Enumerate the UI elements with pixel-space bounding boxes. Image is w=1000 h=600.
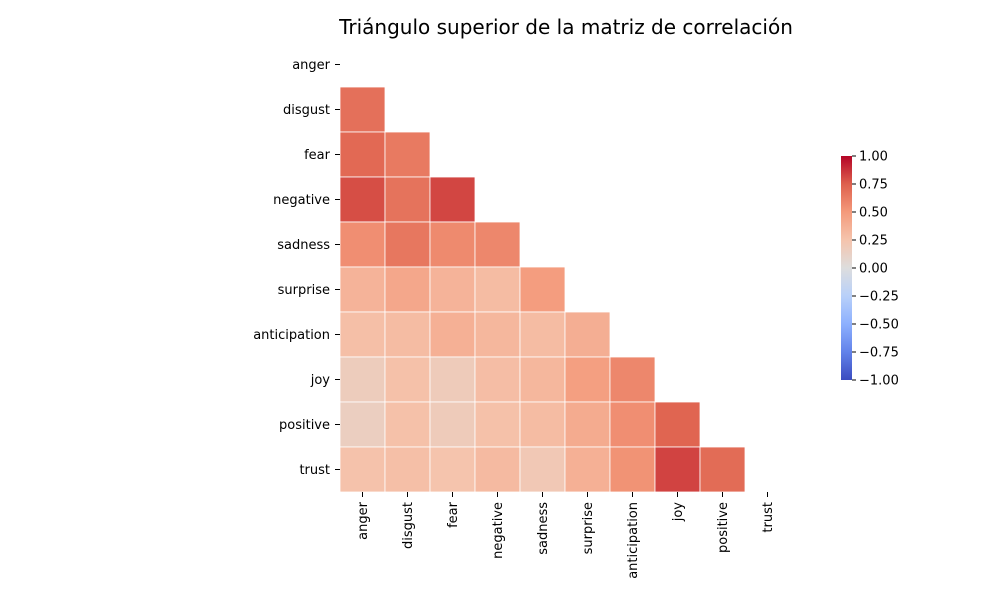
heatmap-cell-positive-sadness xyxy=(519,401,566,448)
colorbar-tick-label: −0.50 xyxy=(859,318,899,333)
heatmap-cell-negative-disgust xyxy=(384,176,431,223)
colorbar-tick-label: 0.25 xyxy=(859,234,888,249)
heatmap-cell-fear-disgust xyxy=(384,131,431,178)
heatmap-cell-joy-negative xyxy=(474,356,521,403)
col-tick-label-anticipation: anticipation xyxy=(626,502,641,579)
heatmap-cell-trust-positive xyxy=(699,446,746,493)
heatmap-cell-sadness-negative xyxy=(474,221,521,268)
heatmap-cell-positive-anger xyxy=(339,401,386,448)
colorbar-ticks: 1.00 0.75 0.50 0.25 0.00 −0.25 −0.50 −0.75 −1.00 xyxy=(852,150,899,389)
heatmap-cell-sadness-anger xyxy=(339,221,386,268)
row-tick-label-disgust: disgust xyxy=(283,103,330,118)
colorbar-tick-label: 1.00 xyxy=(859,150,888,165)
heatmap-cell-joy-anticipation xyxy=(609,356,656,403)
heatmap-cell-anticipation-disgust xyxy=(384,311,431,358)
heatmap-cell-trust-fear xyxy=(429,446,476,493)
colorbar-tick-label: 0.50 xyxy=(859,206,888,221)
col-tick-label-anger: anger xyxy=(356,501,371,539)
row-tick-label-fear: fear xyxy=(304,148,331,163)
colorbar-tick-label: −1.00 xyxy=(859,374,899,389)
colorbar: 1.00 0.75 0.50 0.25 0.00 −0.25 −0.50 −0.75 −1.00 xyxy=(841,150,899,389)
heatmap-cell-surprise-fear xyxy=(429,266,476,313)
heatmap-cell-positive-joy xyxy=(654,401,701,448)
col-tick-label-surprise: surprise xyxy=(581,502,596,554)
heatmap-cell-joy-disgust xyxy=(384,356,431,403)
col-tick-label-fear: fear xyxy=(446,501,461,528)
heatmap-cell-positive-surprise xyxy=(564,401,611,448)
col-tick-labels: anger disgust fear negative sadness surprise a… xyxy=(356,492,776,579)
heatmap-cell-positive-fear xyxy=(429,401,476,448)
heatmap-cell-surprise-sadness xyxy=(519,266,566,313)
row-tick-label-sadness: sadness xyxy=(277,238,330,253)
heatmap-cell-joy-fear xyxy=(429,356,476,403)
colorbar-tick-label: −0.25 xyxy=(859,290,899,305)
col-tick-label-disgust: disgust xyxy=(401,502,416,549)
heatmap-cell-positive-negative xyxy=(474,401,521,448)
heatmap-cell-trust-disgust xyxy=(384,446,431,493)
heatmap-cell-trust-anticipation xyxy=(609,446,656,493)
col-tick-label-joy: joy xyxy=(671,502,686,523)
colorbar-tick-label: 0.75 xyxy=(859,178,888,193)
colorbar-tick-label: 0.00 xyxy=(859,262,888,277)
heatmap-cell-positive-disgust xyxy=(384,401,431,448)
heatmap-cell-joy-surprise xyxy=(564,356,611,403)
heatmap-cell-anticipation-sadness xyxy=(519,311,566,358)
heatmap-cell-surprise-anger xyxy=(339,266,386,313)
heatmap-cell-disgust-anger xyxy=(339,86,386,133)
col-tick-label-sadness: sadness xyxy=(536,502,551,555)
heatmap-cell-sadness-fear xyxy=(429,221,476,268)
row-tick-label-negative: negative xyxy=(273,193,330,208)
heatmap-cell-positive-anticipation xyxy=(609,401,656,448)
col-tick-label-trust: trust xyxy=(761,502,776,533)
heatmap-cell-trust-anger xyxy=(339,446,386,493)
colorbar-gradient xyxy=(841,156,852,380)
chart-title: Triángulo superior de la matriz de corre… xyxy=(338,15,793,39)
heatmap-cell-anticipation-fear xyxy=(429,311,476,358)
row-tick-label-positive: positive xyxy=(279,418,330,433)
heatmap-cell-fear-anger xyxy=(339,131,386,178)
heatmap-cell-surprise-negative xyxy=(474,266,521,313)
heatmap-cell-anticipation-anger xyxy=(339,311,386,358)
heatmap-cell-trust-surprise xyxy=(564,446,611,493)
row-tick-label-trust: trust xyxy=(299,463,330,478)
heatmap-cells xyxy=(339,86,746,493)
heatmap-cell-surprise-disgust xyxy=(384,266,431,313)
heatmap-cell-joy-sadness xyxy=(519,356,566,403)
row-tick-label-anger: anger xyxy=(292,58,330,73)
heatmap-cell-anticipation-negative xyxy=(474,311,521,358)
heatmap-cell-negative-anger xyxy=(339,176,386,223)
heatmap-cell-trust-joy xyxy=(654,446,701,493)
heatmap-cell-negative-fear xyxy=(429,176,476,223)
colorbar-tick-label: −0.75 xyxy=(859,346,899,361)
heatmap-cell-joy-anger xyxy=(339,356,386,403)
row-tick-label-joy: joy xyxy=(310,373,331,388)
row-tick-label-surprise: surprise xyxy=(278,283,330,298)
col-tick-label-positive: positive xyxy=(716,502,731,553)
row-tick-labels: anger disgust fear negative sadness surprise a… xyxy=(253,58,340,478)
heatmap-cell-anticipation-surprise xyxy=(564,311,611,358)
heatmap-cell-trust-sadness xyxy=(519,446,566,493)
row-tick-label-anticipation: anticipation xyxy=(253,328,330,343)
col-tick-label-negative: negative xyxy=(491,502,506,559)
heatmap-cell-trust-negative xyxy=(474,446,521,493)
heatmap-cell-sadness-disgust xyxy=(384,221,431,268)
